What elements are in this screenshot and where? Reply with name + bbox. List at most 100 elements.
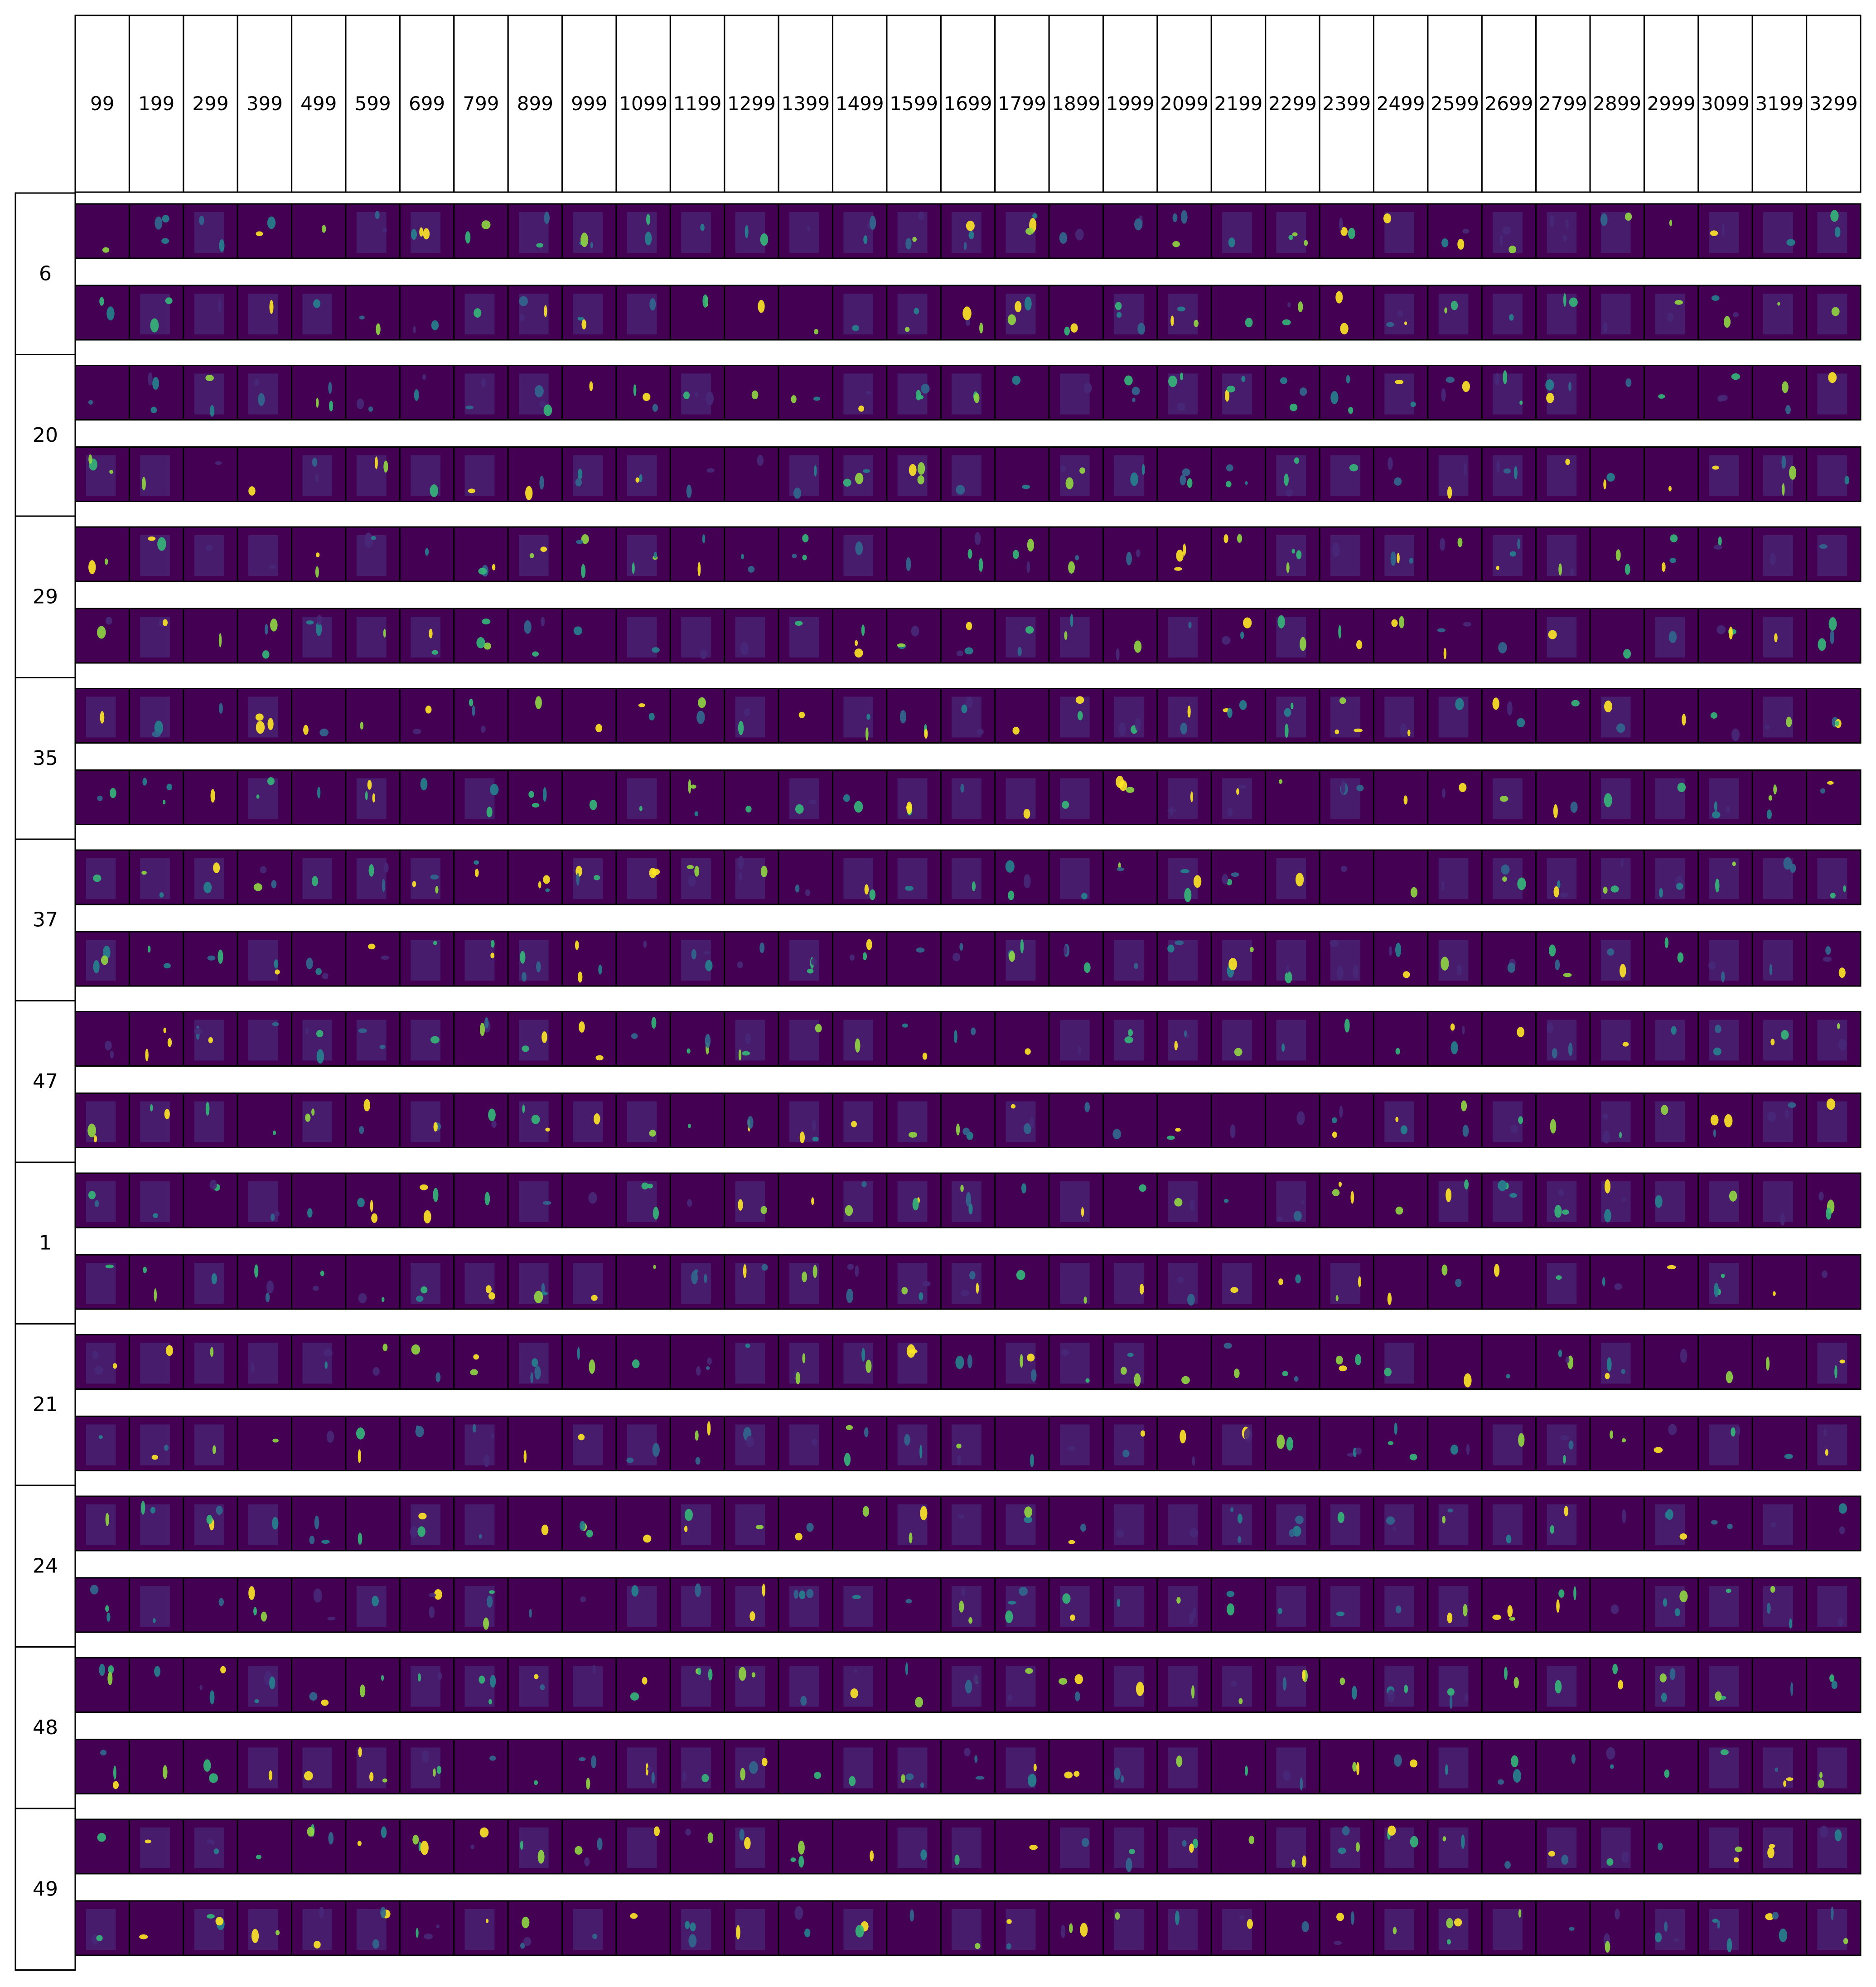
heatmap-tile [778, 1739, 834, 1794]
heatmap-tile [345, 1093, 401, 1148]
heatmap-tile [237, 931, 293, 987]
heatmap-tile [1481, 688, 1537, 744]
heatmap-tile [1210, 1011, 1267, 1067]
heatmap-tile [1806, 1900, 1861, 1956]
heatmap-tile [453, 1172, 509, 1228]
heatmap-tile [1643, 1818, 1699, 1875]
heatmap-tile [561, 1900, 617, 1956]
heatmap-tile [1589, 849, 1645, 905]
heatmap-tile [1265, 931, 1320, 987]
heatmap-tile [615, 1495, 671, 1552]
heatmap-tile [345, 1254, 401, 1310]
heatmap-tile [1535, 1900, 1591, 1956]
heatmap-tile [561, 688, 617, 744]
heatmap-tile [128, 1577, 184, 1633]
heatmap-tile [291, 608, 347, 664]
heatmap-tile [1427, 1334, 1483, 1390]
column-label: 1199 [673, 92, 722, 115]
heatmap-tile [1048, 1254, 1104, 1310]
heatmap-tile [940, 769, 996, 825]
heatmap-tile [1265, 526, 1320, 582]
column-label: 3199 [1755, 92, 1803, 115]
heatmap-tile [1265, 1334, 1320, 1390]
column-label: 999 [571, 92, 607, 115]
heatmap-tile [669, 1900, 725, 1956]
heatmap-tile [399, 769, 455, 825]
heatmap-tile [237, 608, 293, 664]
heatmap-tile [778, 1818, 834, 1875]
heatmap-tile [74, 1093, 130, 1148]
column-header-cell [1806, 15, 1861, 193]
heatmap-tile [1265, 769, 1320, 825]
heatmap-tile [128, 688, 184, 744]
column-label: 2199 [1214, 92, 1263, 115]
column-label: 1499 [836, 92, 884, 115]
heatmap-tile [994, 688, 1050, 744]
heatmap-tile [1373, 1495, 1429, 1552]
heatmap-tile [1751, 1093, 1808, 1148]
heatmap-tile [1643, 203, 1699, 259]
heatmap-tile [1481, 285, 1537, 341]
heatmap-tile [1751, 1172, 1808, 1228]
heatmap-tile [1373, 931, 1429, 987]
heatmap-tile [778, 1577, 834, 1633]
heatmap-tile [453, 608, 509, 664]
heatmap-tile [778, 1093, 834, 1148]
heatmap-tile [1589, 1739, 1645, 1794]
heatmap-tile [724, 526, 779, 582]
heatmap-tile [1373, 1900, 1429, 1956]
heatmap-tile [74, 1900, 130, 1956]
heatmap-tile [778, 1495, 834, 1552]
heatmap-tile [724, 203, 779, 259]
heatmap-tile [832, 1739, 888, 1794]
heatmap-tile [74, 285, 130, 341]
heatmap-tile [724, 1818, 779, 1875]
heatmap-tile [1427, 285, 1483, 341]
heatmap-tile [1589, 365, 1645, 421]
heatmap-tile [399, 1818, 455, 1875]
heatmap-tile [237, 1739, 293, 1794]
heatmap-tile [453, 1577, 509, 1633]
heatmap-tile [1697, 285, 1753, 341]
heatmap-tile [1643, 1416, 1699, 1471]
heatmap-tile [507, 285, 563, 341]
row-label: 48 [33, 1716, 58, 1739]
heatmap-tile [1535, 688, 1591, 744]
heatmap-tile [832, 1093, 888, 1148]
heatmap-tile [1048, 1334, 1104, 1390]
heatmap-tile [724, 1657, 779, 1713]
heatmap-tile [1643, 1577, 1699, 1633]
heatmap-tile [1156, 1577, 1212, 1633]
heatmap-tile [1156, 1900, 1212, 1956]
heatmap-tile [615, 1900, 671, 1956]
heatmap-tile [1048, 1093, 1104, 1148]
heatmap-tile [1102, 446, 1158, 502]
heatmap-tile [1697, 1011, 1753, 1067]
heatmap-tile [1210, 1818, 1267, 1875]
heatmap-tile [453, 1657, 509, 1713]
heatmap-tile [1535, 1577, 1591, 1633]
heatmap-tile [1806, 1739, 1861, 1794]
heatmap-tile [1481, 1657, 1537, 1713]
heatmap-tile [128, 931, 184, 987]
heatmap-tile [1751, 1739, 1808, 1794]
heatmap-tile [778, 446, 834, 502]
heatmap-tile [1751, 1577, 1808, 1633]
heatmap-tile [237, 1334, 293, 1390]
column-label: 1399 [781, 92, 830, 115]
heatmap-tile [237, 769, 293, 825]
heatmap-tile [778, 688, 834, 744]
heatmap-tile [886, 931, 942, 987]
heatmap-tile [1210, 1172, 1267, 1228]
heatmap-tile [1806, 1495, 1861, 1552]
heatmap-tile [778, 365, 834, 421]
heatmap-tile [237, 446, 293, 502]
heatmap-tile [183, 1495, 238, 1552]
heatmap-tile [399, 1093, 455, 1148]
heatmap-tile [1373, 203, 1429, 259]
heatmap-tile [1535, 526, 1591, 582]
heatmap-tile [1643, 1334, 1699, 1390]
heatmap-tile [1806, 849, 1861, 905]
heatmap-tile [1210, 365, 1267, 421]
heatmap-tile [1265, 1577, 1320, 1633]
